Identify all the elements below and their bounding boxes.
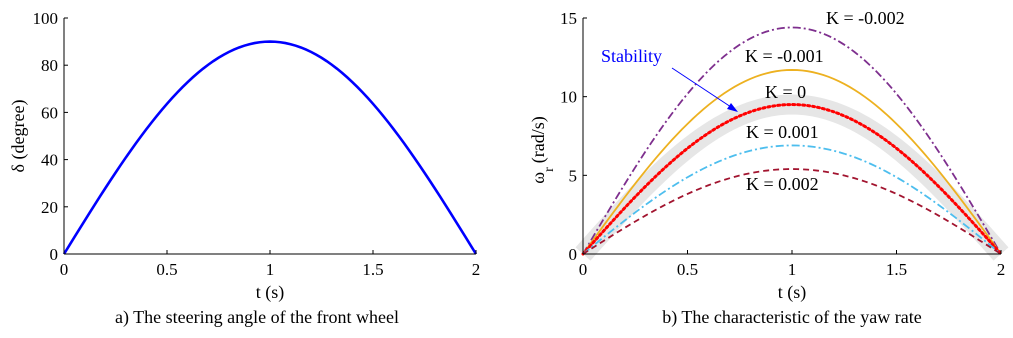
y-tick-label: 40 [41,151,58,170]
x-axis-label: t (s) [778,282,807,303]
y-label-units: (rad/s) [528,116,549,163]
svg-text:ωr(rad/s): ωr (rad/s) [528,116,557,184]
stability-arrow [671,67,735,110]
series-line-0 [582,26,1002,255]
y-tick-label: 80 [41,56,58,75]
x-tick-label: 1 [266,260,275,279]
y-tick-label: 15 [560,9,577,28]
y-label-symbol: ω [528,172,548,184]
caption: b) The characteristic of the yaw rate [662,307,922,328]
series-line-4 [582,168,1002,255]
series-label-3: K = 0.001 [746,122,819,142]
y-ticks: 0 20 40 60 80 100 [33,9,68,264]
x-tick-label: 2 [997,260,1006,279]
series-line-2 [581,103,1003,256]
x-tick-label: 1.5 [886,260,907,279]
x-tick-label: 1.5 [362,260,383,279]
stability-arrow-head [727,103,738,112]
y-tick-label: 0 [50,245,59,264]
stability-annotation: Stability [601,46,662,66]
y-tick-label: 100 [33,9,59,28]
series-line-3 [582,144,1002,255]
series-line [62,40,478,255]
y-tick-label: 20 [41,198,58,217]
series-label-0: K = -0.002 [826,8,905,28]
series-label-2: K = 0 [765,82,806,102]
x-tick-label: 1 [788,260,797,279]
y-axis-label: δ (degree) [8,100,29,173]
y-tick-label: 0 [569,245,578,264]
y-ticks: 0 5 10 15 [560,9,587,264]
series-label-1: K = -0.001 [745,46,824,66]
series-label-4: K = 0.002 [746,174,819,194]
x-tick-label: 0.5 [677,260,698,279]
y-tick-label: 60 [41,103,58,122]
x-tick-label: 0.5 [156,260,177,279]
series-line-1 [582,69,1002,255]
x-tick-label: 2 [472,260,481,279]
plot-area [62,40,478,255]
y-tick-label: 10 [560,88,577,107]
x-tick-label: 0 [579,260,588,279]
caption: a) The steering angle of the front wheel [115,307,399,328]
x-ticks: 0 0.5 1 1.5 2 [579,250,1006,279]
x-axis-label: t (s) [256,282,285,303]
x-ticks: 0 0.5 1 1.5 2 [60,250,481,279]
y-axis-label: ωr (rad/s) [528,116,557,184]
y-label-sub: r [542,167,557,172]
y-tick-label: 5 [569,166,578,185]
x-tick-label: 0 [60,260,69,279]
plot-area [581,26,1003,256]
